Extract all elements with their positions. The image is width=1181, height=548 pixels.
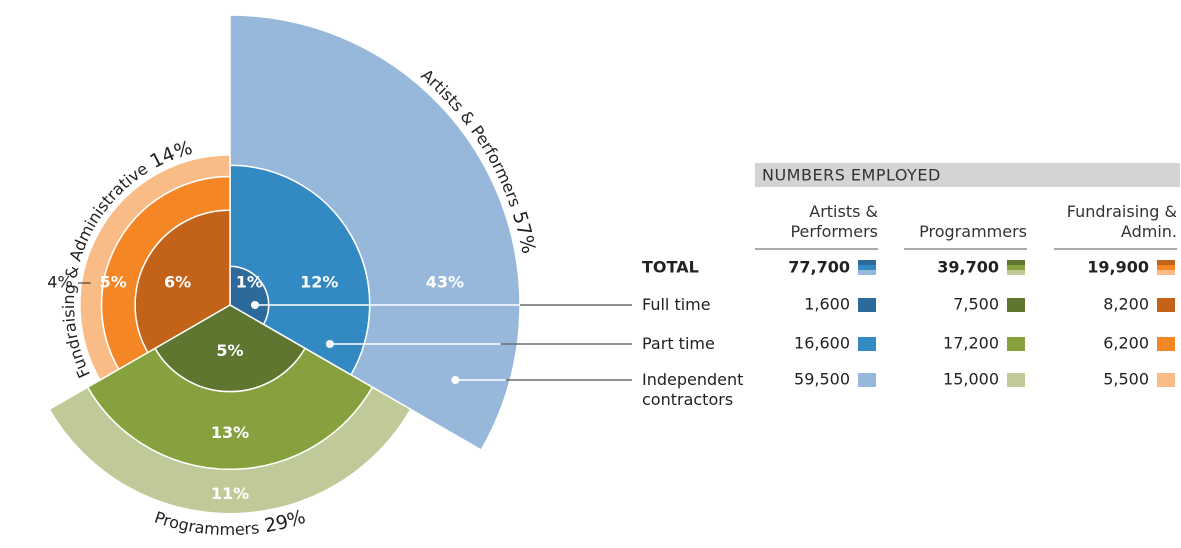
legend-swatch: [1157, 337, 1175, 351]
total-swatch: [1157, 270, 1175, 275]
segment-label: 11%: [211, 484, 249, 503]
table-value: 1,600: [804, 295, 850, 314]
ring-segment: [229, 14, 521, 452]
legend-swatch: [1007, 298, 1025, 312]
total-swatch: [858, 260, 876, 265]
total-label: TOTAL: [642, 258, 699, 277]
segment-label: 43%: [426, 273, 464, 292]
column-header: Artists & Performers: [790, 202, 878, 241]
table-title: NUMBERS EMPLOYED: [762, 166, 941, 185]
legend-swatch: [1157, 298, 1175, 312]
total-swatch: [858, 265, 876, 270]
legend-label: Part time: [642, 334, 715, 353]
leader-dot: [451, 376, 460, 384]
table-value: 16,600: [794, 334, 850, 353]
segment-label: 5%: [100, 273, 127, 292]
ring-segment: [48, 386, 412, 515]
segment-label: 1%: [236, 273, 263, 292]
total-swatch: [1157, 265, 1175, 270]
column-header: Fundraising & Admin.: [1066, 202, 1177, 241]
total-swatch: [1007, 265, 1025, 270]
table-header-bar: [755, 163, 1180, 187]
ring-segment: [79, 154, 231, 382]
legend-swatch: [858, 298, 876, 312]
legend-label: Full time: [642, 295, 711, 314]
leader-dot: [251, 301, 259, 309]
total-swatch: [858, 270, 876, 275]
table-value: 5,500: [1103, 370, 1149, 389]
table-value: 7,500: [953, 295, 999, 314]
legend-swatch: [1007, 337, 1025, 351]
legend-swatch: [1007, 373, 1025, 387]
table-value: 59,500: [794, 370, 850, 389]
segment-label: 6%: [164, 273, 191, 292]
segment-label: 5%: [216, 341, 243, 360]
table-value: 17,200: [943, 334, 999, 353]
total-swatch: [1157, 260, 1175, 265]
total-swatch: [1007, 270, 1025, 275]
table-value: 15,000: [943, 370, 999, 389]
total-value: 39,700: [937, 258, 999, 277]
legend-swatch: [1157, 373, 1175, 387]
table-value: 6,200: [1103, 334, 1149, 353]
total-swatch: [1007, 260, 1025, 265]
column-header: Programmers: [919, 222, 1027, 241]
total-value: 77,700: [788, 258, 850, 277]
legend-swatch: [858, 337, 876, 351]
segment-label: 12%: [300, 273, 338, 292]
segment-label: 13%: [211, 423, 249, 442]
total-value: 19,900: [1087, 258, 1149, 277]
legend-label: Independent contractors: [642, 370, 744, 409]
legend-swatch: [858, 373, 876, 387]
segment-label: 4%: [47, 273, 72, 292]
leader-dot: [325, 340, 334, 348]
table-value: 8,200: [1103, 295, 1149, 314]
